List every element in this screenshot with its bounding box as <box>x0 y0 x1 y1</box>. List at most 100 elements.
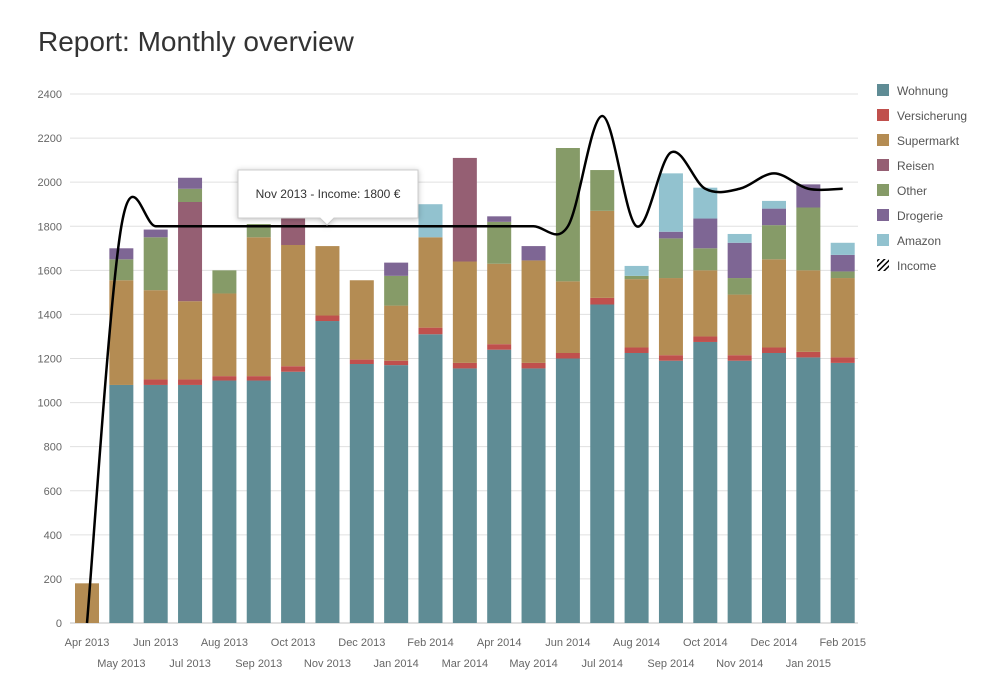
bar-segment-supermarkt[interactable] <box>727 294 752 356</box>
bar-segment-wohnung[interactable] <box>143 384 168 623</box>
bar-segment-supermarkt[interactable] <box>658 278 683 356</box>
bar-segment-drogerie[interactable] <box>384 262 409 276</box>
legend-swatch-other[interactable] <box>877 184 889 196</box>
bar-segment-drogerie[interactable] <box>487 216 512 222</box>
bar-segment-wohnung[interactable] <box>384 365 409 623</box>
bar-segment-wohnung[interactable] <box>693 341 718 623</box>
legend-swatch-supermarkt[interactable] <box>877 134 889 146</box>
bar-segment-drogerie[interactable] <box>143 229 168 238</box>
bar-segment-other[interactable] <box>762 225 786 260</box>
bar-segment-versicherung[interactable] <box>693 336 718 342</box>
legend-label-supermarkt[interactable]: Supermarkt <box>897 134 960 148</box>
bar-segment-wohnung[interactable] <box>487 349 512 623</box>
bar-segment-versicherung[interactable] <box>487 344 512 350</box>
bar-segment-supermarkt[interactable] <box>555 281 580 353</box>
bar-segment-drogerie[interactable] <box>830 254 855 272</box>
bar-segment-reisen[interactable] <box>281 216 306 245</box>
bar-segment-amazon[interactable] <box>624 265 649 276</box>
bar-segment-drogerie[interactable] <box>693 218 718 249</box>
bar-segment-versicherung[interactable] <box>555 352 580 359</box>
bar-segment-other[interactable] <box>796 207 821 271</box>
bar-segment-wohnung[interactable] <box>555 358 580 624</box>
bar-segment-other[interactable] <box>693 248 718 271</box>
bar-segment-other[interactable] <box>658 238 683 279</box>
bar-segment-versicherung[interactable] <box>178 379 203 385</box>
bar-segment-drogerie[interactable] <box>178 177 203 189</box>
bar-segment-amazon[interactable] <box>658 173 683 232</box>
legend-label-reisen[interactable]: Reisen <box>897 159 934 173</box>
bar-segment-drogerie[interactable] <box>658 231 683 239</box>
legend-swatch-drogerie[interactable] <box>877 209 889 221</box>
bar-segment-other[interactable] <box>727 278 752 295</box>
bar-segment-wohnung[interactable] <box>281 371 306 623</box>
bar-segment-supermarkt[interactable] <box>143 290 168 380</box>
bar-segment-supermarkt[interactable] <box>762 259 786 348</box>
bar-segment-wohnung[interactable] <box>418 334 443 623</box>
bar-segment-other[interactable] <box>487 221 512 264</box>
bar-segment-other[interactable] <box>212 270 237 294</box>
bar-segment-other[interactable] <box>624 275 649 280</box>
legend-swatch-income[interactable] <box>877 259 889 271</box>
bar-segment-supermarkt[interactable] <box>384 305 409 361</box>
bar-segment-supermarkt[interactable] <box>178 301 203 380</box>
bar-segment-supermarkt[interactable] <box>349 280 374 360</box>
legend-swatch-amazon[interactable] <box>877 234 889 246</box>
bar-segment-versicherung[interactable] <box>349 359 374 365</box>
bar-segment-versicherung[interactable] <box>281 366 306 372</box>
bar-segment-versicherung[interactable] <box>830 357 855 363</box>
bar-segment-amazon[interactable] <box>830 242 855 255</box>
income-line-path[interactable] <box>85 114 843 624</box>
bar-segment-wohnung[interactable] <box>624 352 649 623</box>
bar-segment-amazon[interactable] <box>418 204 443 238</box>
bar-segment-other[interactable] <box>109 259 134 281</box>
bar-segment-versicherung[interactable] <box>315 315 340 322</box>
bar-segment-other[interactable] <box>143 237 168 291</box>
bar-segment-versicherung[interactable] <box>384 360 409 366</box>
bar-segment-amazon[interactable] <box>762 200 786 209</box>
bar-segment-versicherung[interactable] <box>452 362 477 369</box>
bar-segment-supermarkt[interactable] <box>418 237 443 328</box>
bar-segment-supermarkt[interactable] <box>487 263 512 345</box>
bar-segment-versicherung[interactable] <box>590 297 615 305</box>
bar-segment-supermarkt[interactable] <box>521 260 546 363</box>
bar-segment-versicherung[interactable] <box>418 327 443 335</box>
bar-segment-drogerie[interactable] <box>762 208 786 226</box>
bar-segment-versicherung[interactable] <box>624 347 649 353</box>
bar-segment-wohnung[interactable] <box>178 384 203 623</box>
bar-segment-supermarkt[interactable] <box>830 278 855 358</box>
bar-segment-supermarkt[interactable] <box>590 210 615 298</box>
bar-segment-other[interactable] <box>555 148 580 282</box>
bar-segment-drogerie[interactable] <box>521 246 546 261</box>
legend-label-wohnung[interactable]: Wohnung <box>897 84 948 98</box>
bar-segment-supermarkt[interactable] <box>452 261 477 363</box>
bar-segment-versicherung[interactable] <box>143 379 168 385</box>
bar-segment-wohnung[interactable] <box>830 362 855 623</box>
bar-segment-wohnung[interactable] <box>212 380 237 623</box>
bar-segment-supermarkt[interactable] <box>212 293 237 377</box>
legend-swatch-reisen[interactable] <box>877 159 889 171</box>
bar-segment-wohnung[interactable] <box>590 304 615 623</box>
bar-segment-wohnung[interactable] <box>452 368 477 623</box>
bar-segment-supermarkt[interactable] <box>246 237 271 377</box>
bar-segment-wohnung[interactable] <box>315 321 340 623</box>
bar-segment-drogerie[interactable] <box>727 242 752 279</box>
legend-swatch-versicherung[interactable] <box>877 109 889 121</box>
bar-segment-versicherung[interactable] <box>521 362 546 369</box>
bar-segment-supermarkt[interactable] <box>315 246 340 316</box>
bar-segment-wohnung[interactable] <box>658 360 683 623</box>
bar-segment-wohnung[interactable] <box>727 360 752 623</box>
legend-label-drogerie[interactable]: Drogerie <box>897 209 943 223</box>
bar-segment-versicherung[interactable] <box>762 347 786 353</box>
legend-label-income[interactable]: Income <box>897 259 937 273</box>
bar-segment-supermarkt[interactable] <box>693 270 718 337</box>
bar-segment-amazon[interactable] <box>727 233 752 243</box>
bar-segment-other[interactable] <box>384 275 409 306</box>
bar-segment-reisen[interactable] <box>452 157 477 262</box>
bar-segment-versicherung[interactable] <box>658 355 683 361</box>
bar-segment-versicherung[interactable] <box>727 355 752 361</box>
bar-segment-other[interactable] <box>830 271 855 279</box>
legend-label-other[interactable]: Other <box>897 184 927 198</box>
legend-label-versicherung[interactable]: Versicherung <box>897 109 967 123</box>
bar-segment-drogerie[interactable] <box>109 248 134 260</box>
bar-segment-supermarkt[interactable] <box>796 270 821 352</box>
